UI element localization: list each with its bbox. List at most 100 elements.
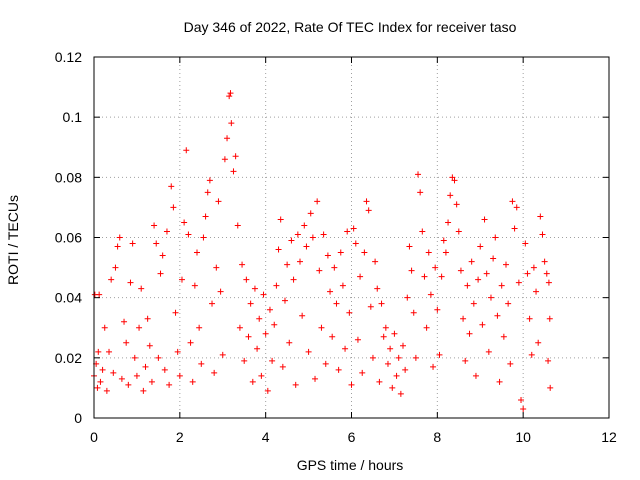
data-point xyxy=(457,267,464,274)
data-point xyxy=(118,375,125,382)
data-point xyxy=(204,189,211,196)
data-point xyxy=(318,324,325,331)
data-point xyxy=(217,288,224,295)
data-point xyxy=(455,228,462,235)
y-tick-label: 0.08 xyxy=(55,169,82,185)
data-point xyxy=(393,372,400,379)
data-point xyxy=(391,330,398,337)
data-point xyxy=(157,270,164,277)
data-point xyxy=(453,201,460,208)
data-point xyxy=(511,225,518,232)
grid-lines xyxy=(94,57,609,418)
data-point xyxy=(528,351,535,358)
data-point xyxy=(361,249,368,256)
data-point xyxy=(163,228,170,235)
data-point xyxy=(234,222,241,229)
x-tick-label: 6 xyxy=(348,429,356,445)
data-point xyxy=(166,381,173,388)
data-point xyxy=(374,285,381,292)
data-point xyxy=(168,183,175,190)
data-point xyxy=(500,333,507,340)
data-point xyxy=(309,234,316,241)
data-point xyxy=(541,258,548,265)
data-point xyxy=(451,177,458,184)
data-point xyxy=(533,288,540,295)
data-point xyxy=(515,279,522,286)
x-tick-labels: 0 2 4 6 8 10 12 xyxy=(90,429,617,445)
x-tick-label: 4 xyxy=(262,429,270,445)
data-point xyxy=(136,324,143,331)
data-point xyxy=(509,198,516,205)
data-point xyxy=(251,285,258,292)
data-point xyxy=(348,381,355,388)
data-point xyxy=(133,372,140,379)
data-point xyxy=(314,198,321,205)
y-tick-label: 0 xyxy=(74,410,82,426)
y-axis-label: ROTI / TECUs xyxy=(5,195,21,285)
data-point xyxy=(161,366,168,373)
data-point xyxy=(303,243,310,250)
axis-ticks xyxy=(93,56,610,419)
data-point xyxy=(464,282,471,289)
data-point xyxy=(479,321,486,328)
data-point xyxy=(247,300,254,307)
data-point xyxy=(245,333,252,340)
data-point xyxy=(522,240,529,247)
data-point xyxy=(468,258,475,265)
data-point xyxy=(294,231,301,238)
data-point xyxy=(513,204,520,211)
data-point xyxy=(320,231,327,238)
data-point xyxy=(545,357,552,364)
data-point xyxy=(494,312,501,319)
data-point xyxy=(327,288,334,295)
data-point xyxy=(402,366,409,373)
data-point xyxy=(170,204,177,211)
data-point xyxy=(189,378,196,385)
data-point xyxy=(524,270,531,277)
data-point xyxy=(492,234,499,241)
data-point xyxy=(496,378,503,385)
x-tick-label: 12 xyxy=(601,429,617,445)
data-point xyxy=(410,309,417,316)
data-point xyxy=(518,396,525,403)
y-tick-labels: 0 0.02 0.04 0.06 0.08 0.1 0.12 xyxy=(55,49,82,426)
data-point xyxy=(264,387,271,394)
data-point xyxy=(376,378,383,385)
data-point xyxy=(228,120,235,127)
data-point xyxy=(101,324,108,331)
data-point xyxy=(447,192,454,199)
data-point xyxy=(106,348,113,355)
data-point xyxy=(438,273,445,280)
data-point xyxy=(241,357,248,364)
data-point xyxy=(505,300,512,307)
data-point xyxy=(387,345,394,352)
data-point xyxy=(384,360,391,367)
data-point xyxy=(382,324,389,331)
data-point xyxy=(183,147,190,154)
data-point xyxy=(114,243,121,250)
data-point xyxy=(333,300,340,307)
data-point xyxy=(389,384,396,391)
data-point xyxy=(400,342,406,349)
data-point xyxy=(230,168,237,175)
data-point xyxy=(427,291,434,298)
data-point xyxy=(144,315,151,322)
data-point xyxy=(350,225,357,232)
data-point xyxy=(279,363,286,370)
data-point xyxy=(288,237,295,244)
data-point xyxy=(273,282,280,289)
data-point xyxy=(545,279,552,286)
data-point xyxy=(344,228,351,235)
y-tick-label: 0.04 xyxy=(55,290,82,306)
data-point xyxy=(123,339,130,346)
data-point xyxy=(419,228,426,235)
data-point xyxy=(395,354,402,361)
data-point xyxy=(172,309,179,316)
data-point xyxy=(151,222,158,229)
x-tick-label: 0 xyxy=(90,429,98,445)
data-point xyxy=(354,336,361,343)
data-point xyxy=(487,294,494,301)
data-point xyxy=(299,312,306,319)
data-point xyxy=(213,264,220,271)
data-point xyxy=(178,276,185,283)
